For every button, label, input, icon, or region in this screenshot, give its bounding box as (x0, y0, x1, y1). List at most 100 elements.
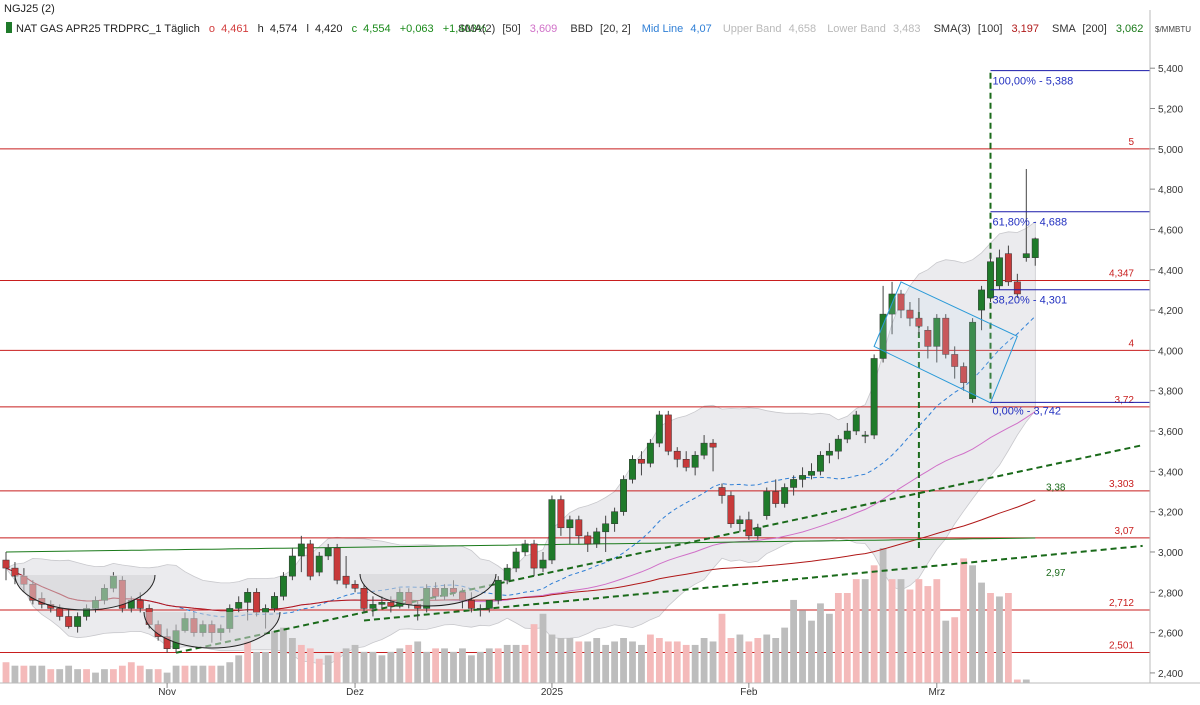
volume-bar (915, 579, 923, 683)
candle-body (369, 604, 377, 609)
volume-bar (790, 599, 797, 683)
volume-bar (575, 641, 583, 683)
candle-body (682, 458, 690, 468)
candle-body (655, 414, 663, 444)
y-tick-label: 2,600 (1158, 629, 1183, 640)
volume-bar (47, 669, 55, 683)
level-label-1: 4,347 (1109, 268, 1134, 279)
volume-bar (145, 669, 153, 683)
volume-bar (253, 651, 260, 683)
upperband-value: 4,658 (789, 23, 817, 35)
candle-body (870, 358, 878, 436)
candle-body (56, 608, 64, 617)
candle-body (763, 491, 771, 516)
candle-body (879, 313, 887, 359)
volume-bar (110, 669, 117, 683)
level-label-7: 2,501 (1109, 641, 1134, 652)
volume-bar (199, 665, 207, 683)
candle-body (360, 588, 368, 609)
volume-bar (808, 620, 815, 683)
candle-body (539, 559, 547, 569)
candle-body (673, 450, 681, 460)
lowerband-name: Lower Band (827, 23, 886, 35)
midline-value: 4,07 (690, 23, 711, 35)
volume-bar (754, 638, 762, 683)
candle-body (790, 479, 798, 488)
volume-bar (1013, 679, 1021, 683)
volume-bar (405, 644, 413, 683)
volume-bar (74, 669, 81, 683)
fib-label-0: 100,00% - 5,388 (993, 76, 1074, 88)
volume-layer (2, 548, 1030, 683)
volume-bar (611, 641, 618, 683)
volume-bar (423, 651, 431, 683)
price-axis: 5,400 5,200 5,000 4,800 4,600 4,400 4,200 4,000… (1150, 64, 1183, 680)
volume-bar (709, 641, 717, 683)
volume-bar (235, 655, 243, 683)
candle-body (817, 454, 824, 472)
volume-bar (593, 638, 601, 683)
volume-bar (154, 669, 162, 683)
volume-bar (745, 641, 753, 683)
y-tick-label: 4,200 (1158, 306, 1183, 317)
candle-body (638, 458, 645, 464)
bollinger-band-layer (5, 221, 1036, 665)
volume-bar (736, 634, 744, 683)
candle-body (736, 519, 744, 525)
bbd-params: [20, 2] (600, 23, 631, 35)
volume-bar (718, 613, 726, 683)
volume-bar (101, 669, 108, 683)
y-tick-label: 4,800 (1158, 185, 1183, 196)
volume-bar (208, 665, 216, 683)
candle-body (378, 602, 386, 605)
volume-bar (226, 662, 234, 683)
volume-bar (1005, 593, 1012, 683)
candle-body (825, 450, 833, 456)
candle-body (530, 543, 538, 569)
candle-body (1031, 238, 1039, 258)
volume-bar (289, 638, 296, 683)
candle-body (476, 608, 484, 610)
volume-bar (691, 644, 699, 683)
candle-body (503, 567, 511, 581)
volume-bar (996, 596, 1003, 683)
candle-body (700, 442, 708, 456)
volume-bar (351, 644, 359, 683)
sma200-value: 3,062 (1116, 23, 1144, 35)
series-header: NAT GAS APR25 TRDPRC_1 Täglich o 4,461 h… (16, 23, 487, 35)
volume-bar (217, 665, 225, 683)
candle-body (521, 543, 529, 553)
volume-bar (65, 665, 73, 683)
y-tick-label: 2,800 (1158, 588, 1183, 599)
ohlc-close-value: 4,554 (363, 23, 391, 35)
y-tick-label: 3,800 (1158, 387, 1183, 398)
volume-bar (772, 638, 780, 683)
candle-body (494, 579, 502, 601)
volume-bar (861, 579, 869, 683)
candle-body (754, 527, 762, 537)
x-tick-label: Feb (740, 687, 758, 698)
volume-bar (38, 665, 46, 683)
ohlc-low-label: l (306, 23, 308, 35)
volume-bar (906, 589, 914, 683)
volume-bar (450, 651, 457, 683)
volume-bar (655, 638, 663, 683)
ohlc-open-label: o (209, 23, 215, 35)
window-title: NGJ25 (2) (4, 3, 55, 15)
candle-body (834, 438, 842, 452)
volume-bar (682, 644, 690, 683)
volume-bar (83, 669, 90, 683)
candle-body (978, 289, 985, 311)
candle-body (772, 491, 780, 504)
candle-body (718, 487, 726, 496)
volume-bar (870, 565, 878, 683)
fib-label-2: 38,20% - 4,301 (993, 295, 1068, 307)
candle-body (942, 317, 950, 355)
candle-body (987, 261, 994, 299)
x-tick-label: Mrz (928, 687, 945, 698)
candle-body (557, 499, 565, 529)
y-tick-label: 4,400 (1158, 266, 1183, 277)
volume-bar (333, 651, 341, 683)
volume-bar (315, 658, 323, 683)
